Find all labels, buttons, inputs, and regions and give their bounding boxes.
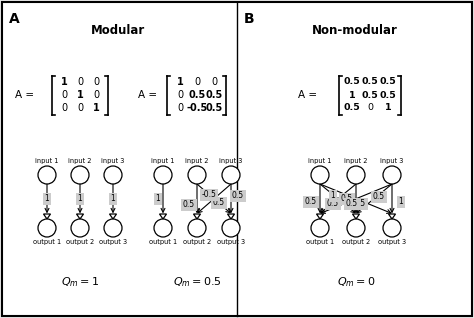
Text: 0: 0 [93, 77, 99, 87]
Polygon shape [228, 214, 235, 219]
Text: input 3: input 3 [380, 158, 404, 164]
Text: 0.5: 0.5 [373, 192, 385, 201]
Circle shape [104, 166, 122, 184]
Text: 0.5: 0.5 [205, 90, 223, 100]
Text: input 3: input 3 [219, 158, 243, 164]
Text: output 1: output 1 [306, 239, 334, 245]
Polygon shape [109, 214, 117, 219]
Text: 0.5: 0.5 [362, 91, 378, 100]
Circle shape [154, 219, 172, 237]
Text: 0.5: 0.5 [188, 90, 206, 100]
Text: 1: 1 [110, 194, 115, 203]
Text: 0.5: 0.5 [346, 199, 358, 208]
Text: $Q_m = 0.5$: $Q_m = 0.5$ [173, 275, 221, 289]
Circle shape [71, 166, 89, 184]
Text: input 1: input 1 [35, 158, 59, 164]
Text: 0: 0 [61, 90, 67, 100]
Text: B: B [244, 12, 255, 26]
Text: -0.5: -0.5 [201, 190, 217, 199]
Text: input 1: input 1 [308, 158, 332, 164]
Text: 0: 0 [77, 103, 83, 113]
Text: A =: A = [138, 90, 157, 100]
Circle shape [347, 219, 365, 237]
Text: 0.5: 0.5 [327, 199, 339, 208]
Circle shape [383, 166, 401, 184]
Circle shape [222, 166, 240, 184]
Text: output 3: output 3 [217, 239, 245, 245]
Text: 0.5: 0.5 [213, 198, 225, 207]
Text: 0: 0 [367, 103, 373, 113]
Text: 0.5: 0.5 [380, 91, 396, 100]
Text: 1: 1 [155, 194, 160, 203]
Text: $Q_m = 0$: $Q_m = 0$ [337, 275, 375, 289]
Text: 1: 1 [177, 77, 183, 87]
Text: output 2: output 2 [183, 239, 211, 245]
Text: A =: A = [298, 90, 317, 100]
Text: input 1: input 1 [151, 158, 175, 164]
Circle shape [311, 166, 329, 184]
Text: 1: 1 [385, 103, 392, 113]
Text: 0.5: 0.5 [354, 199, 366, 208]
Text: 1: 1 [77, 90, 83, 100]
Text: Non-modular: Non-modular [312, 24, 398, 37]
Polygon shape [44, 214, 51, 219]
Text: 0.5: 0.5 [344, 78, 360, 86]
Text: 0.5: 0.5 [232, 191, 244, 200]
Circle shape [38, 219, 56, 237]
Text: output 2: output 2 [66, 239, 94, 245]
Polygon shape [159, 214, 166, 219]
Text: 0.5: 0.5 [344, 103, 360, 113]
Text: 0.5: 0.5 [380, 78, 396, 86]
Text: 0: 0 [61, 103, 67, 113]
Polygon shape [193, 214, 201, 219]
Text: 0: 0 [77, 77, 83, 87]
Text: 0.5: 0.5 [183, 200, 195, 209]
Text: 1: 1 [45, 194, 49, 203]
Text: 1: 1 [399, 197, 403, 206]
Text: -0.5: -0.5 [186, 103, 208, 113]
Text: 0.5: 0.5 [305, 197, 317, 206]
Text: 0.5: 0.5 [362, 78, 378, 86]
Text: $Q_m = 1$: $Q_m = 1$ [61, 275, 99, 289]
Circle shape [188, 219, 206, 237]
Circle shape [383, 219, 401, 237]
Text: A: A [9, 12, 20, 26]
Text: input 2: input 2 [344, 158, 368, 164]
Text: 1: 1 [92, 103, 100, 113]
Circle shape [347, 166, 365, 184]
Text: output 1: output 1 [33, 239, 61, 245]
Text: output 3: output 3 [99, 239, 127, 245]
Text: 1: 1 [78, 194, 82, 203]
Text: input 2: input 2 [68, 158, 92, 164]
Text: Modular: Modular [91, 24, 145, 37]
Text: 1: 1 [331, 191, 336, 200]
Text: 0: 0 [177, 90, 183, 100]
Polygon shape [317, 214, 323, 219]
Text: output 1: output 1 [149, 239, 177, 245]
Text: 0: 0 [194, 77, 200, 87]
Circle shape [188, 166, 206, 184]
Polygon shape [389, 214, 395, 219]
Circle shape [154, 166, 172, 184]
Text: input 3: input 3 [101, 158, 125, 164]
Text: input 2: input 2 [185, 158, 209, 164]
Circle shape [71, 219, 89, 237]
Text: 0: 0 [177, 103, 183, 113]
Text: A =: A = [15, 90, 34, 100]
Text: 0: 0 [93, 90, 99, 100]
Circle shape [104, 219, 122, 237]
Text: 1: 1 [349, 91, 356, 100]
Circle shape [38, 166, 56, 184]
Text: 1: 1 [61, 77, 67, 87]
Text: output 3: output 3 [378, 239, 406, 245]
Text: 0: 0 [211, 77, 217, 87]
Circle shape [311, 219, 329, 237]
Text: output 2: output 2 [342, 239, 370, 245]
Polygon shape [353, 214, 359, 219]
Circle shape [222, 219, 240, 237]
Text: 0.5: 0.5 [205, 103, 223, 113]
Text: 0.5: 0.5 [341, 194, 353, 203]
Polygon shape [76, 214, 83, 219]
